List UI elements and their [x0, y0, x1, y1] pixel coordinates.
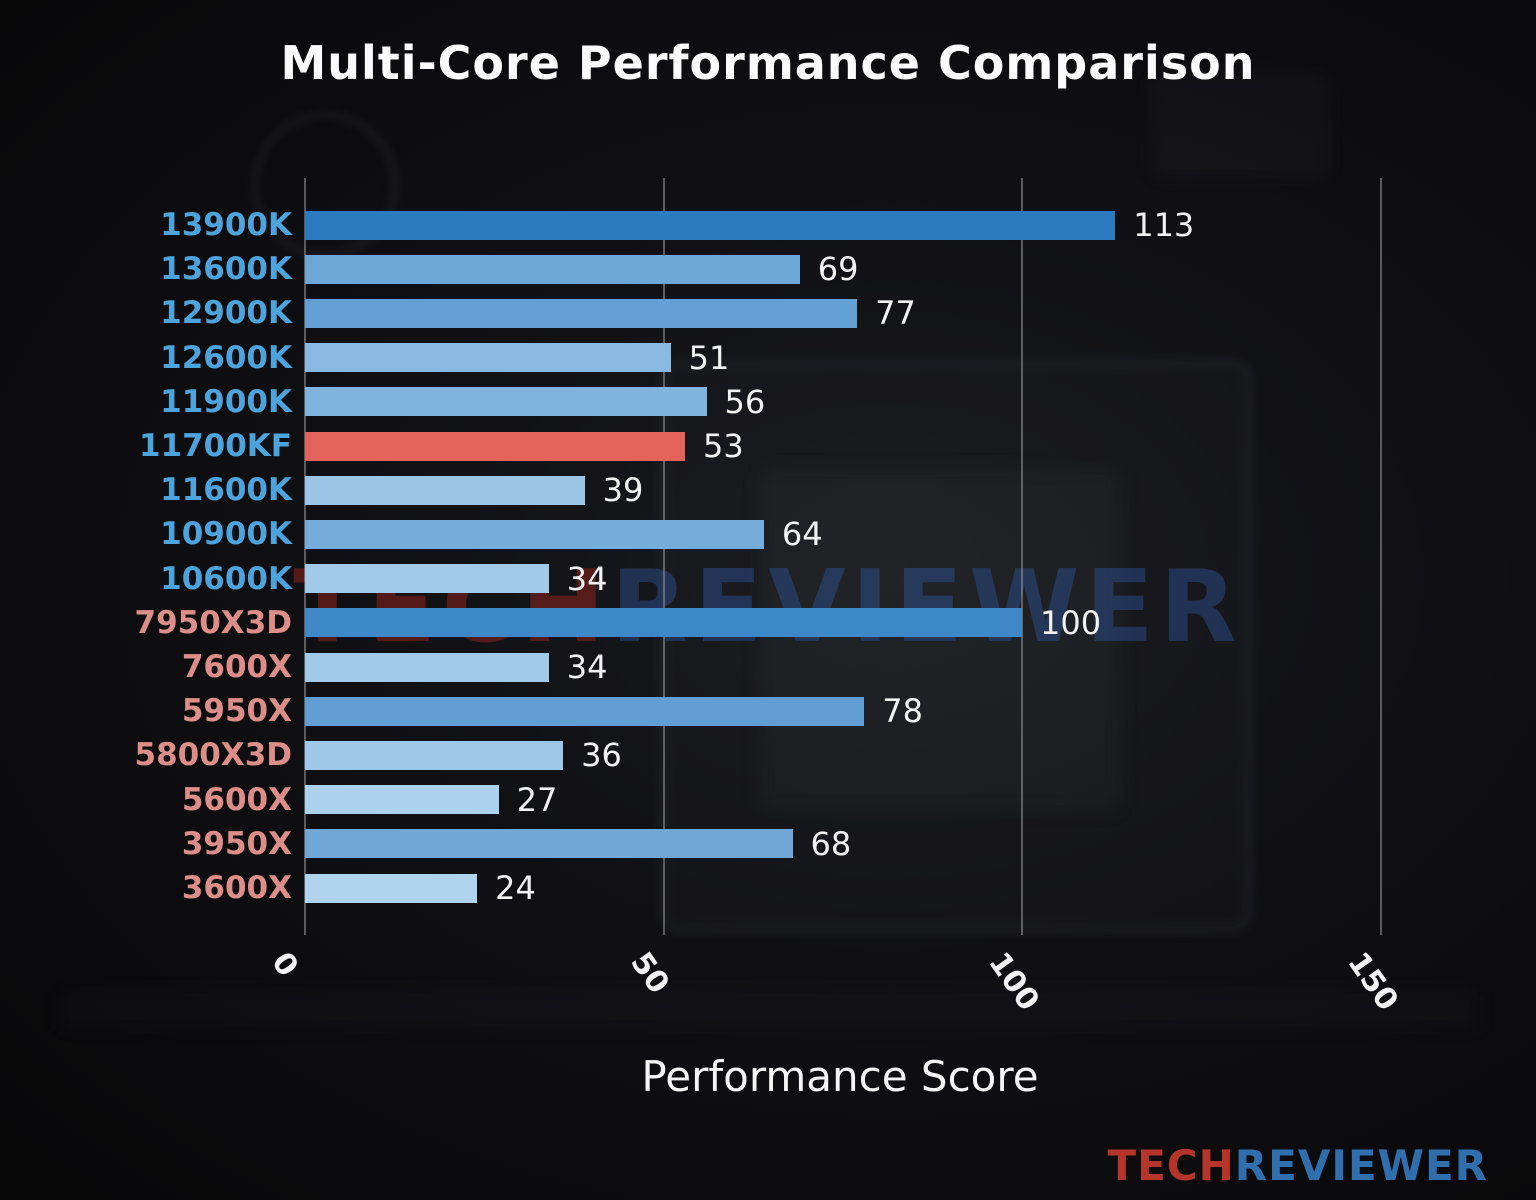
category-label: 5950X [181, 693, 292, 730]
value-label: 51 [688, 338, 730, 377]
bar [305, 387, 707, 417]
x-axis-label: Performance Score [641, 1052, 1039, 1101]
value-label: 78 [882, 692, 923, 731]
category-label: 13900K [160, 207, 292, 243]
value-label: 77 [875, 294, 916, 333]
x-tick-label: 0 [264, 946, 305, 984]
bar [305, 254, 800, 284]
x-tick-label: 50 [622, 946, 676, 1001]
bar [305, 564, 549, 594]
bar [305, 608, 1022, 638]
watermark-reviewer: REVIEWER [610, 548, 1243, 665]
bar [305, 210, 1116, 240]
category-label: 5600X [181, 781, 292, 818]
category-label: 3950X [181, 825, 292, 862]
value-label: 36 [581, 736, 622, 775]
value-label: 64 [781, 515, 823, 554]
bar [305, 785, 499, 815]
value-label: 27 [516, 780, 558, 819]
gridline [662, 178, 665, 935]
category-label: 13600K [160, 251, 292, 288]
category-label: 7950X3D [134, 604, 292, 641]
category-label: 11600K [160, 472, 292, 509]
bar [305, 652, 549, 682]
x-tick-label: 100 [981, 946, 1046, 1018]
category-label: 12900K [160, 295, 292, 332]
category-label: 12600K [160, 339, 292, 376]
category-label: 11900K [160, 383, 292, 420]
gridline [304, 178, 306, 935]
value-label: 100 [1040, 603, 1102, 642]
category-label: 3600X [181, 870, 292, 906]
gridline [1021, 178, 1023, 935]
category-label: 11700KF [138, 428, 292, 464]
value-label: 34 [566, 559, 608, 598]
background-cpu-die [760, 470, 1120, 810]
category-label: 10900K [160, 516, 292, 553]
background-shape [1150, 70, 1330, 180]
bar [305, 873, 478, 903]
bar [305, 829, 793, 859]
chart-title: Multi-Core Performance Comparison [280, 36, 1256, 90]
bar [305, 740, 564, 770]
x-tick-label: 150 [1339, 946, 1405, 1018]
value-label: 34 [566, 648, 608, 686]
value-label: 24 [495, 869, 536, 907]
value-label: 113 [1133, 206, 1195, 244]
category-label: 10600K [160, 560, 292, 597]
category-label: 7600X [181, 649, 292, 685]
value-label: 56 [724, 382, 766, 421]
bar [305, 343, 671, 373]
brand-logo-tech: TECH [1107, 1141, 1235, 1190]
gridline [1379, 178, 1382, 935]
bar [305, 519, 764, 549]
value-label: 68 [810, 824, 852, 863]
brand-logo: TECHREVIEWER [1107, 1141, 1488, 1190]
bar [305, 475, 585, 505]
value-label: 53 [703, 427, 744, 465]
category-label: 5800X3D [134, 737, 292, 774]
bar [305, 696, 865, 726]
bar [305, 431, 685, 461]
value-label: 69 [817, 250, 859, 289]
bar [305, 298, 858, 328]
value-label: 39 [602, 471, 644, 510]
brand-logo-reviewer: REVIEWER [1234, 1141, 1488, 1190]
